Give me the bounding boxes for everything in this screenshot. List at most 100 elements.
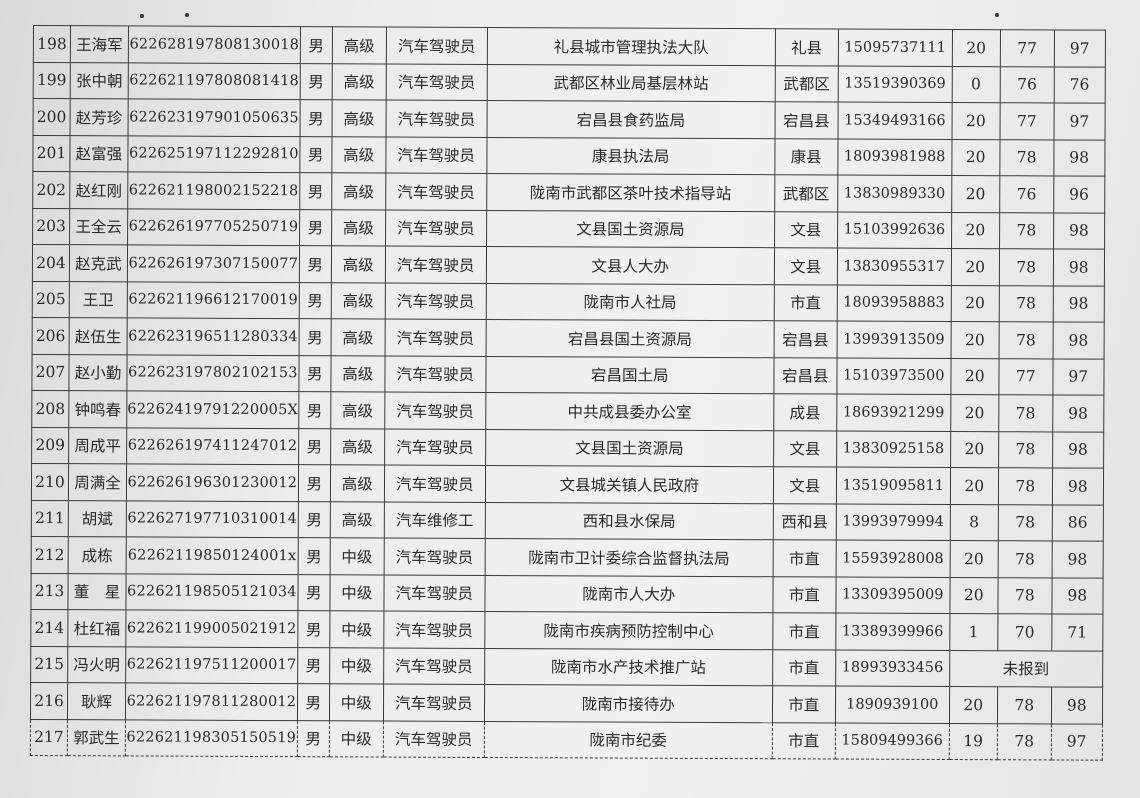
- score-1-cell: 20: [950, 394, 999, 432]
- score-2-cell: 78: [999, 212, 1054, 249]
- id-number-cell: 62262419791220005X: [126, 390, 299, 429]
- unit-cell: 陇南市水产技术推广站: [484, 647, 773, 686]
- region-cell: 市直: [772, 649, 836, 687]
- score-2-cell: 76: [999, 175, 1054, 213]
- gender-cell: 男: [299, 245, 332, 283]
- job-cell: 汽车驾驶员: [384, 355, 486, 393]
- table-row: 207 赵小勤 622623197802102153 男高级 汽车驾驶员 宕昌国土局 宕昌县…: [31, 353, 1104, 396]
- job-cell: 汽车驾驶员: [384, 465, 486, 502]
- score-2-cell: 78: [999, 248, 1054, 286]
- row-number: 216: [30, 682, 68, 720]
- phone-cell: 15809499366: [835, 722, 950, 760]
- unit-cell: 武都区林业局基层林站: [486, 63, 776, 102]
- region-cell: 市直: [772, 576, 836, 614]
- region-cell: 成县: [773, 393, 837, 431]
- job-cell: 汽车驾驶员: [383, 574, 485, 612]
- job-cell: 汽车驾驶员: [384, 319, 486, 356]
- row-number: 217: [30, 718, 68, 756]
- table-row: 205 王卫 622621196612170019 男高级 汽车驾驶员 陇南市人社局 市直 1…: [32, 280, 1105, 323]
- region-cell: 市直: [772, 685, 836, 723]
- phone-cell: 13830955317: [837, 248, 952, 286]
- id-number-cell: 622621197511200017: [125, 646, 298, 684]
- score-1-cell: 20: [950, 358, 999, 395]
- phone-cell: 18993933456: [835, 649, 950, 687]
- level-cell: 高级: [331, 209, 386, 247]
- id-number-cell: 622621197808081418: [128, 62, 301, 100]
- name-cell: 王海军: [70, 25, 129, 63]
- name-cell: 耿辉: [67, 682, 126, 720]
- row-number: 198: [33, 25, 71, 63]
- score-2-cell: 78: [998, 431, 1053, 468]
- id-number-cell: 62262119850124001x: [126, 536, 299, 575]
- table-row: 206 赵伍生 622623196511280334 男高级 汽车驾驶员 宕昌县国土资源局…: [32, 317, 1104, 359]
- table-row: 216 耿辉 622621197811280012 男中级 汽车驾驶员 陇南市接待办 市直 1…: [30, 682, 1103, 724]
- table-row: 211 胡斌 622627197710310014 男高级 汽车维修工 西和县水保局 西和县…: [31, 499, 1104, 542]
- gender-cell: 男: [298, 464, 331, 502]
- total-score-cell: 98: [1053, 248, 1105, 286]
- row-number: 200: [33, 98, 71, 136]
- unit-cell: 宕昌国土局: [485, 355, 774, 394]
- row-number: 199: [33, 62, 71, 99]
- score-1-cell: 20: [952, 29, 1001, 67]
- job-cell: 汽车驾驶员: [385, 173, 487, 210]
- total-score-cell: 98: [1052, 467, 1104, 505]
- job-cell: 汽车驾驶员: [385, 209, 487, 247]
- gender-cell: 男: [297, 720, 330, 757]
- id-number-cell: 622621198002152218: [127, 171, 300, 210]
- gender-cell: 男: [298, 355, 331, 392]
- score-2-cell: 78: [998, 285, 1054, 322]
- score-2-cell: 78: [998, 394, 1053, 432]
- unit-cell: 陇南市人社局: [485, 282, 775, 321]
- table-row: 200 赵芳珍 622623197901050635 男高级 汽车驾驶员 宕昌县食药监局宕…: [33, 98, 1105, 140]
- region-cell: 市直: [772, 722, 836, 760]
- job-cell: 汽车驾驶员: [384, 392, 486, 429]
- score-1-cell: 20: [951, 175, 1000, 213]
- row-number: 203: [32, 208, 70, 245]
- phone-cell: 13389399966: [835, 613, 950, 651]
- total-score-cell: 97: [1051, 723, 1103, 761]
- row-number: 207: [31, 353, 70, 391]
- total-score-cell: 96: [1053, 175, 1105, 213]
- gender-cell: 男: [298, 501, 331, 538]
- gender-cell: 男: [297, 537, 331, 575]
- row-number: 205: [32, 280, 70, 318]
- row-number: 201: [32, 135, 71, 172]
- phone-cell: 18093981988: [837, 138, 952, 176]
- total-score-cell: 98: [1053, 212, 1105, 250]
- score-1-cell: 20: [950, 285, 1000, 322]
- id-number-cell: 622626197307150077: [127, 244, 300, 283]
- score-2-cell: 78: [998, 321, 1053, 359]
- level-cell: 高级: [330, 501, 385, 539]
- score-1-cell: 20: [951, 139, 1000, 176]
- region-cell: 康县: [774, 138, 838, 176]
- gender-cell: 男: [298, 282, 332, 319]
- score-1-cell: 19: [949, 723, 998, 760]
- id-number-cell: 622621196612170019: [127, 281, 300, 319]
- table-row: 215 冯火明 622621197511200017 男中级 汽车驾驶员 陇南市水产技术推…: [30, 645, 1103, 688]
- gender-cell: 男: [299, 63, 333, 100]
- total-score-cell: 98: [1051, 686, 1103, 724]
- unit-cell: 文县国土资源局: [486, 209, 775, 248]
- level-cell: 中级: [329, 720, 384, 758]
- job-cell: 汽车驾驶员: [383, 720, 485, 758]
- phone-cell: 13830989330: [837, 175, 952, 213]
- unit-cell: 陇南市纪委: [484, 720, 773, 759]
- level-cell: 中级: [329, 537, 385, 575]
- score-2-cell: 78: [997, 723, 1052, 760]
- level-cell: 高级: [330, 464, 385, 502]
- job-cell: 汽车驾驶员: [385, 246, 487, 283]
- region-cell: 宕昌县: [774, 101, 838, 139]
- unit-cell: 陇南市武都区茶叶技术指导站: [486, 173, 775, 212]
- phone-cell: 1890939100: [835, 686, 950, 724]
- paper-mark: [140, 14, 144, 18]
- name-cell: 周成平: [68, 427, 127, 464]
- id-number-cell: 622621198305150519: [125, 719, 298, 757]
- row-number: 210: [31, 463, 69, 501]
- phone-cell: 13993913509: [836, 321, 951, 359]
- job-cell: 汽车驾驶员: [383, 647, 485, 685]
- total-score-cell: 98: [1051, 540, 1104, 578]
- id-number-cell: 622621197811280012: [125, 682, 298, 721]
- job-cell: 汽车驾驶员: [383, 684, 485, 721]
- status-note-cell: 未报到: [949, 650, 1103, 688]
- gender-cell: 男: [299, 136, 332, 173]
